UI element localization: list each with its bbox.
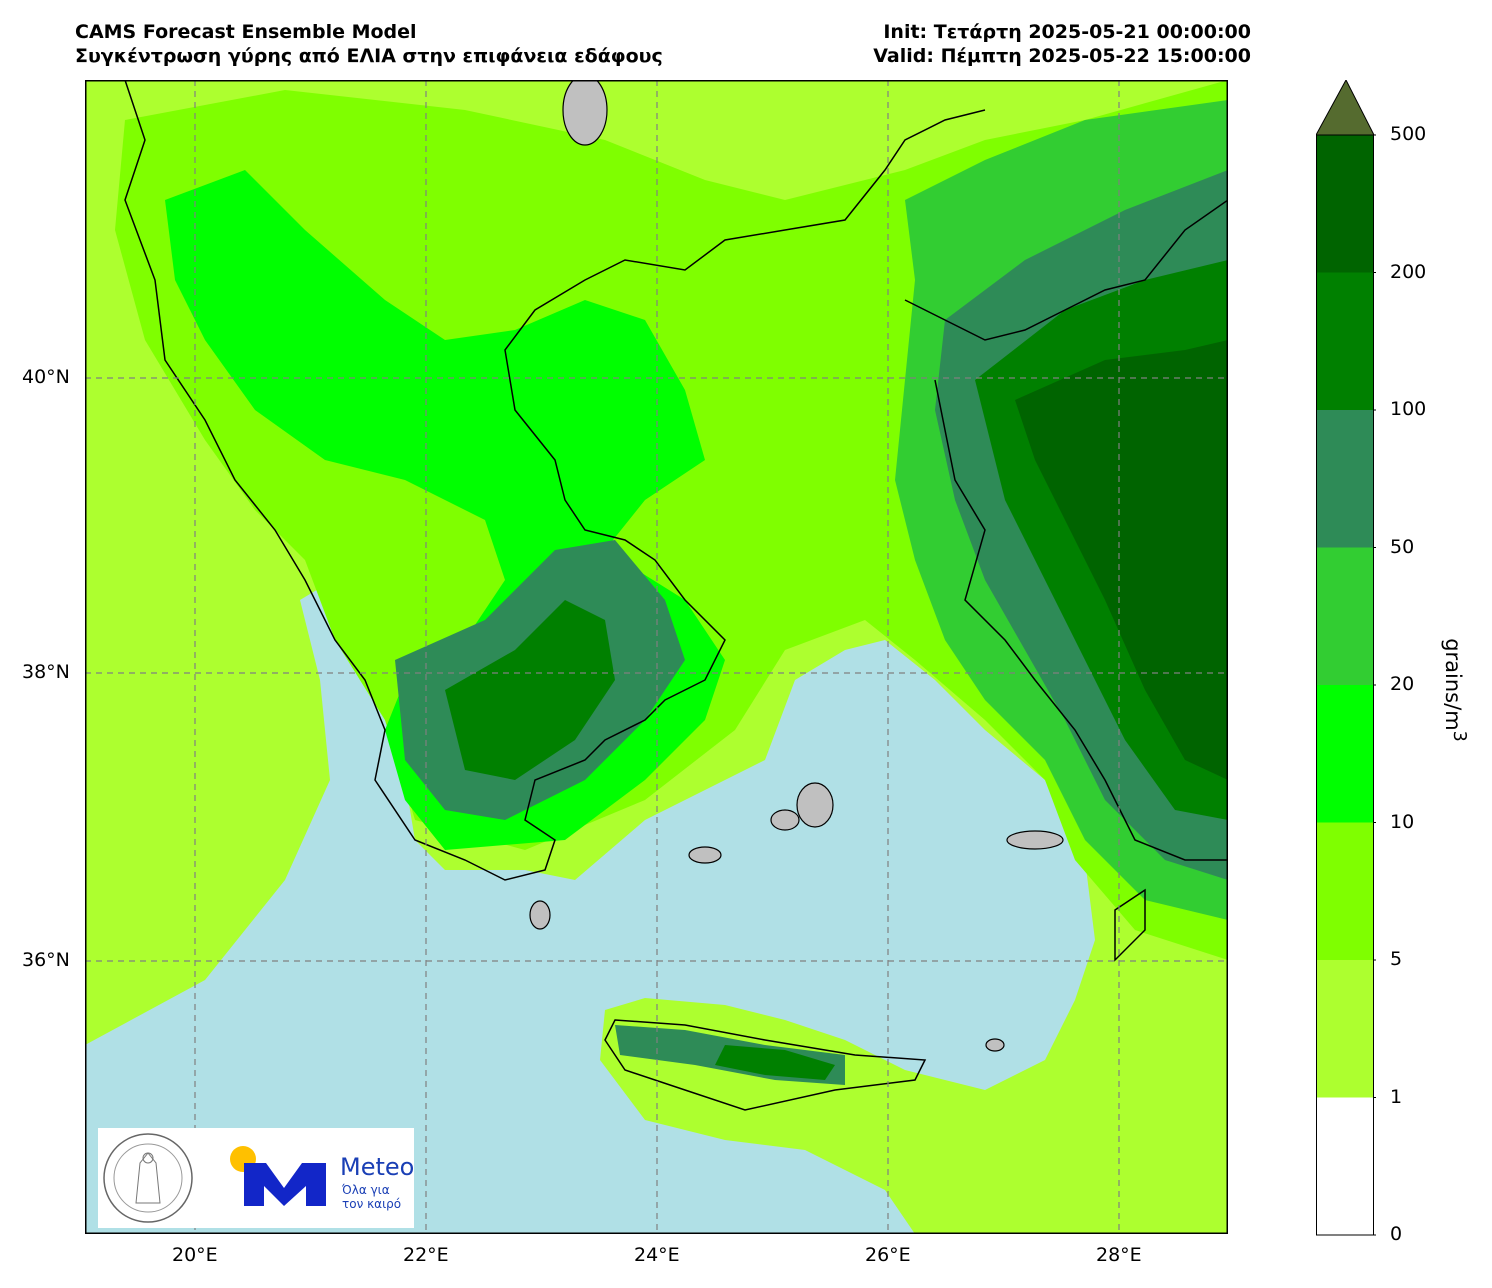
graticule <box>85 80 1228 1234</box>
sea-area <box>85 585 1095 1234</box>
lon-label-22: 22°E <box>403 1244 449 1266</box>
colorbar-band <box>1316 410 1374 548</box>
colorbar-tick-label: 200 <box>1390 260 1427 283</box>
lat-label-38: 38°N <box>22 661 70 683</box>
colorbar-tick-label: 20 <box>1390 673 1415 695</box>
peloponnese-zone-200 <box>445 600 615 780</box>
colorbar <box>1316 80 1376 1236</box>
map-title: CAMS Forecast Ensemble Model Συγκέντρωση… <box>75 20 663 68</box>
colorbar-tick-label: 10 <box>1390 810 1415 833</box>
crete-zone-200 <box>715 1045 835 1080</box>
colorbar-tick-label: 100 <box>1390 398 1427 420</box>
colorbar-band <box>1316 135 1374 273</box>
colorbar-tick-label: 0 <box>1390 1223 1403 1245</box>
colorbar-band <box>1316 685 1374 823</box>
lon-label-20: 20°E <box>172 1244 218 1266</box>
forecast-times: Init: Τετάρτη 2025-05-21 00:00:00 Valid:… <box>873 20 1251 68</box>
colorbar-tick-label: 500 <box>1390 123 1427 145</box>
map-subtitle: Συγκέντρωση γύρης από ΕΛΙΑ στην επιφάνει… <box>75 45 663 67</box>
colorbar-extend-arrow <box>1316 80 1375 136</box>
colorbar-band <box>1316 822 1374 960</box>
colorbar-tick-label: 50 <box>1390 535 1415 558</box>
colorbar-band <box>1316 272 1374 410</box>
lat-label-40: 40°N <box>22 366 70 388</box>
lon-label-26: 26°E <box>865 1244 911 1266</box>
colorbar-band <box>1316 960 1374 1098</box>
colorbar-border <box>1316 134 1374 1236</box>
observatory-seal-icon <box>103 1133 193 1223</box>
colorbar-band <box>1316 547 1374 685</box>
lat-label-36: 36°N <box>22 949 70 971</box>
lon-label-28: 28°E <box>1096 1244 1142 1266</box>
zone-200-500 <box>1015 340 1228 780</box>
meteo-brand: Meteo <box>340 1153 415 1181</box>
colorbar-band <box>1316 1097 1374 1235</box>
logo-panel <box>98 1128 414 1228</box>
lon-label-24: 24°E <box>634 1244 680 1266</box>
islands <box>529 80 1064 1052</box>
meteo-slogan: Όλα για τον καιρό <box>342 1183 402 1211</box>
valid-time: Valid: Πέμπτη 2025-05-22 15:00:00 <box>873 45 1251 67</box>
model-name: CAMS Forecast Ensemble Model <box>75 21 417 43</box>
meteo-logo-icon <box>230 1146 326 1206</box>
init-time: Init: Τετάρτη 2025-05-21 00:00:00 <box>883 21 1251 43</box>
colorbar-tick-label: 5 <box>1390 948 1403 970</box>
colorbar-unit: grains/m3 <box>1441 638 1469 742</box>
colorbar-tick-label: 1 <box>1390 1085 1403 1108</box>
coastlines <box>124 80 1228 1111</box>
pollen-map <box>85 80 1228 1234</box>
map-border <box>85 80 1228 1234</box>
